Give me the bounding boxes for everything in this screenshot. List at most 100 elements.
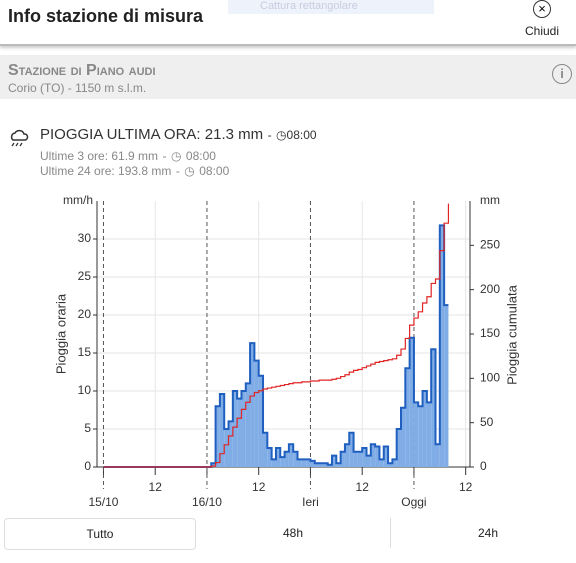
bar: [340, 451, 345, 467]
bar: [271, 459, 276, 467]
bar: [422, 391, 427, 467]
tab-bar: Tutto 48h 24h: [0, 515, 576, 553]
bar: [435, 444, 440, 467]
rain-icon: [10, 129, 29, 147]
top-bar: [0, 0, 576, 46]
tab[interactable]: 24h: [390, 518, 576, 548]
bar: [319, 463, 324, 467]
close-label[interactable]: Chiudi: [525, 24, 560, 38]
info-icon[interactable]: i: [552, 64, 572, 84]
y-tick-label: 30: [78, 231, 92, 245]
y2-tick-label: 50: [480, 415, 494, 429]
bar: [396, 429, 402, 467]
bar: [336, 463, 341, 467]
bar: [392, 459, 397, 467]
bar: [426, 402, 432, 467]
station-band: [0, 55, 576, 99]
bar: [383, 446, 389, 467]
bar: [379, 459, 384, 467]
bar: [444, 305, 449, 467]
station-location: Corio (TO) - 1150 m s.l.m.: [8, 81, 147, 95]
bar: [413, 402, 419, 467]
y-unit: mm/h: [63, 193, 93, 207]
bar: [418, 406, 423, 467]
bar: [224, 429, 229, 467]
x-tick-label: 12: [356, 480, 370, 494]
bar: [267, 448, 272, 467]
x-tick-label: 12: [149, 480, 163, 494]
bar: [301, 459, 307, 467]
y-axis-title: Pioggia oraria: [53, 293, 68, 374]
y-tick-label: 25: [78, 269, 92, 283]
bar: [332, 455, 337, 467]
bar: [297, 459, 302, 467]
y2-tick-label: 250: [480, 238, 500, 252]
x-tick-label: 15/10: [88, 495, 118, 509]
clock: ◷: [170, 149, 182, 163]
bar: [258, 375, 264, 467]
x-tick-label: 12: [459, 480, 473, 494]
bar: [370, 444, 376, 467]
bar: [327, 464, 333, 467]
y-tick-label: 5: [84, 421, 91, 435]
bar: [254, 360, 259, 467]
y-tick-label: 20: [78, 307, 92, 321]
bar: [306, 459, 311, 467]
y-tick-label: 0: [84, 459, 91, 473]
time: 08:00: [199, 164, 230, 178]
last-hour: PIOGGIA ULTIMA ORA: 21.3 mm: [40, 126, 264, 143]
last-3h: Ultime 3 ore: 61.9 mm: [40, 149, 159, 163]
bar: [310, 460, 315, 467]
y-tick-label: 10: [78, 383, 92, 397]
time: 08:00: [185, 149, 216, 163]
last-24h: Ultime 24 ore: 193.8 mm: [40, 164, 172, 178]
separator: -: [267, 128, 272, 142]
y2-tick-label: 150: [480, 326, 500, 340]
time: 08:00: [286, 128, 317, 142]
bar: [439, 225, 445, 467]
bar: [237, 398, 242, 467]
separator: -: [175, 164, 180, 178]
y2-axis-title: Pioggia cumulata: [504, 284, 519, 384]
cumulative-line: [103, 203, 450, 468]
bar: [288, 444, 294, 467]
x-tick-label: Ieri: [302, 495, 319, 509]
clock: ◷: [184, 164, 195, 178]
bar: [375, 446, 380, 467]
station-name: Stazione di Piano audi: [8, 62, 156, 79]
x-tick-label: Oggi: [401, 495, 426, 509]
clock: ◷: [276, 128, 287, 142]
bar: [232, 391, 238, 467]
tab[interactable]: Tutto: [4, 518, 196, 550]
bar: [228, 421, 233, 467]
summary-main: PIOGGIA ULTIMA ORA: 21.3 mm - ◷08:00: [40, 126, 317, 144]
y2-tick-label: 0: [480, 459, 487, 473]
bar: [215, 406, 220, 467]
bar: [241, 391, 246, 467]
bar: [362, 448, 367, 467]
bar: [323, 463, 328, 467]
y2-unit: mm: [480, 193, 500, 207]
bar: [250, 343, 255, 467]
bar: [314, 463, 320, 467]
bar: [293, 451, 298, 467]
bar: [366, 455, 371, 467]
bar: [219, 394, 225, 467]
bar: [349, 432, 354, 467]
bar: [284, 451, 289, 467]
summary-3h: Ultime 3 ore: 61.9 mm - ◷ 08:00: [40, 147, 216, 165]
y2-tick-label: 200: [480, 282, 500, 296]
bar: [357, 451, 363, 467]
bar: [409, 337, 414, 467]
close-icon[interactable]: ×: [533, 0, 551, 18]
tab[interactable]: 48h: [282, 526, 304, 540]
bar: [275, 448, 281, 467]
chart: 0 5 10 15 20 25 30 0 50 100 150 200 250 15/10 12 16/10 1…: [53, 193, 519, 509]
y-tick-label: 15: [78, 345, 92, 359]
bar: [431, 349, 436, 467]
bar: [353, 451, 358, 467]
bar: [405, 368, 410, 467]
y2-tick-label: 100: [480, 371, 500, 385]
summary-24h: Ultime 24 ore: 193.8 mm - ◷ 08:00: [40, 162, 229, 180]
panel-title: Info stazione di misura: [8, 6, 204, 26]
